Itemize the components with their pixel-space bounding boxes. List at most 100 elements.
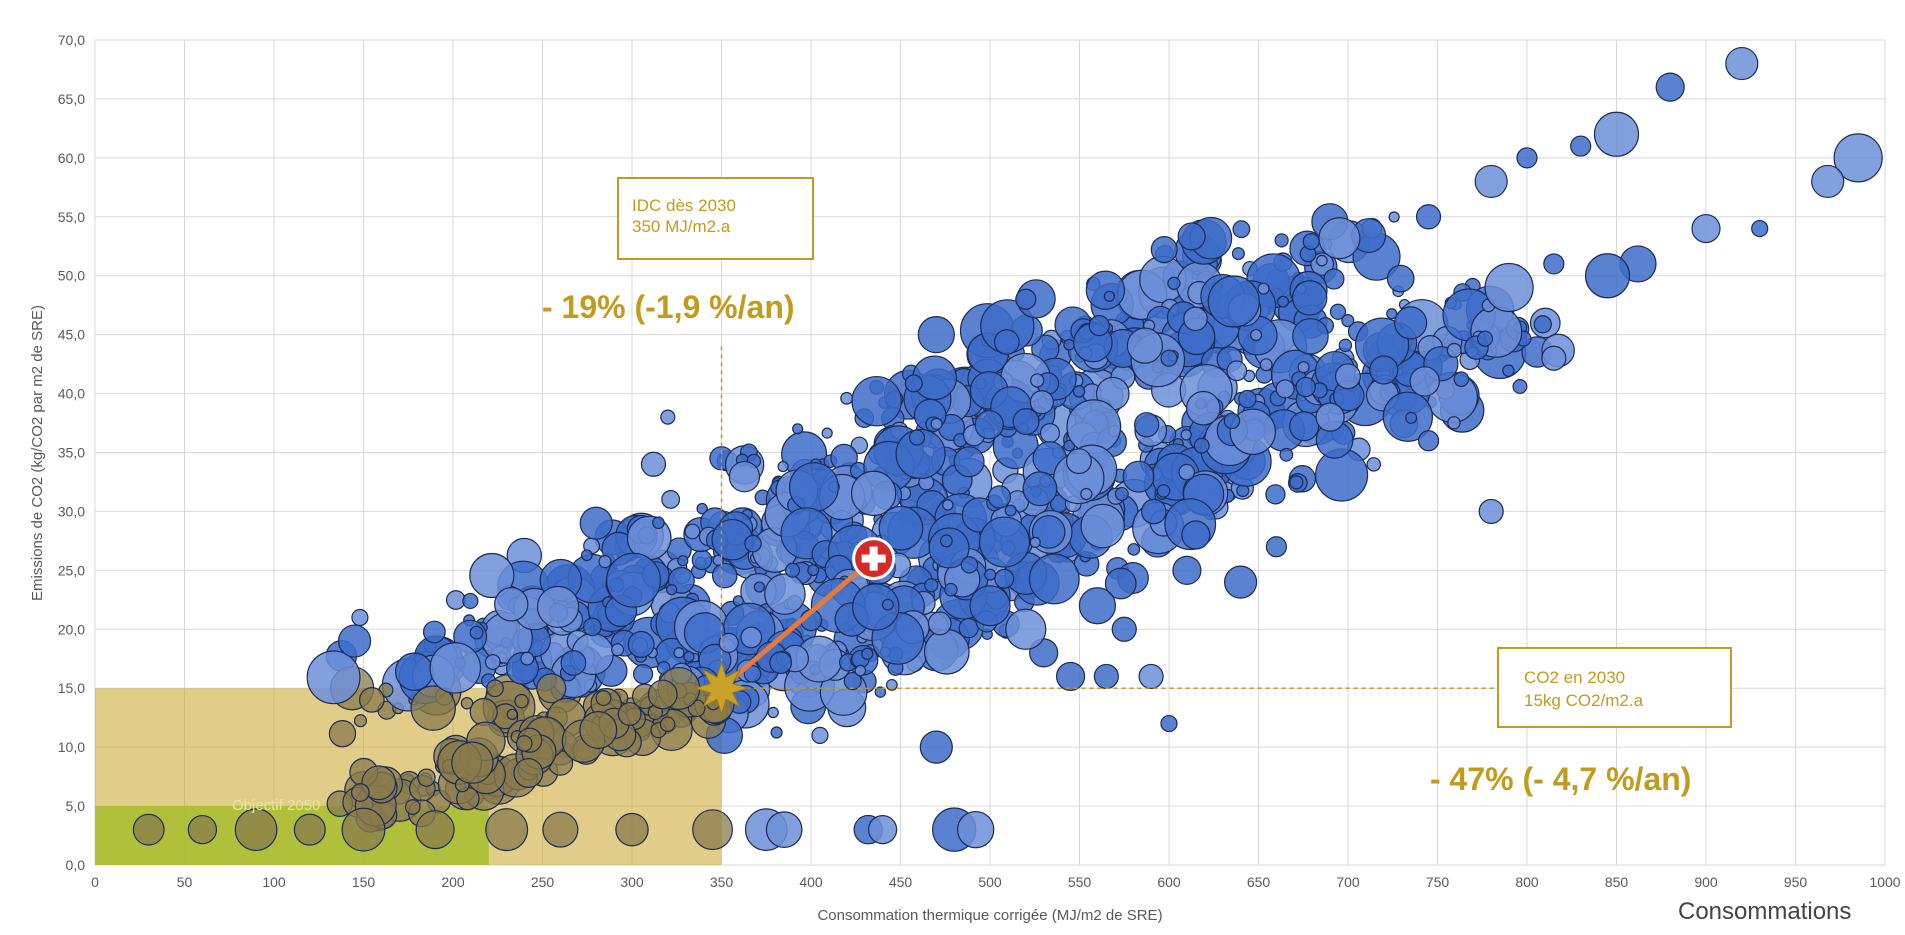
bubble-point: [1177, 222, 1206, 251]
bubble-point: [1541, 345, 1567, 371]
bubble-point: [840, 391, 853, 405]
bubble-point: [908, 429, 926, 446]
bubble-point: [1114, 486, 1129, 502]
bubble-point: [422, 620, 446, 644]
bubble-point: [1229, 408, 1276, 456]
bubble-point: [792, 423, 804, 435]
bubble-point: [1029, 390, 1054, 415]
bubble-point: [611, 643, 625, 657]
idc-box-line2: 350 MJ/m2.a: [632, 217, 731, 236]
bubble-point: [1405, 411, 1418, 424]
bubble-point: [1065, 448, 1092, 475]
y-tick-label: 0,0: [66, 857, 86, 873]
y-tick-label: 35,0: [58, 445, 85, 461]
bubble-point: [1369, 355, 1399, 385]
bubble-point: [1223, 412, 1241, 430]
y-tick-label: 60,0: [58, 150, 85, 166]
bubble-point: [1126, 327, 1164, 364]
bubble-point: [764, 573, 806, 615]
bubble-point: [1417, 430, 1440, 452]
bubble-point: [939, 534, 953, 548]
bubble-point: [851, 375, 902, 427]
bubble-point: [765, 811, 803, 849]
bubble-point: [598, 555, 612, 569]
x-tick-label: 0: [91, 874, 99, 890]
bubble-point: [1316, 254, 1328, 267]
bubble-point: [661, 490, 681, 509]
bubble-point: [515, 735, 533, 752]
bubble-point: [1334, 363, 1361, 390]
bubble-point: [924, 578, 939, 593]
bubble-point: [1133, 412, 1160, 438]
bubble-point: [770, 726, 783, 739]
bubble-point: [1104, 567, 1137, 600]
bubble-point: [415, 810, 455, 850]
bubble-point: [1039, 423, 1061, 444]
bubble-point: [652, 516, 665, 530]
y-tick-label: 70,0: [58, 32, 85, 48]
bubble-point: [1289, 411, 1320, 442]
bubble-point: [1063, 338, 1075, 351]
y-tick-label: 10,0: [58, 739, 85, 755]
bubble-point: [1279, 447, 1294, 462]
bubble-point: [410, 685, 456, 731]
annotation-layer: [693, 346, 1498, 716]
bubble-point: [923, 628, 970, 675]
y-tick-labels: 0,0 5,0 10,0 15,0 20,0 25,0 30,0 35,0 40,0 45,0 50…: [58, 32, 85, 873]
bubble-point: [993, 329, 1020, 355]
bubble-point: [606, 552, 662, 608]
bubble-point: [942, 499, 954, 511]
bubble-point: [712, 554, 724, 566]
x-tick-label: 150: [352, 874, 376, 890]
bubble-point: [1088, 315, 1110, 337]
bubble-point: [904, 374, 923, 393]
bubble-point: [1156, 484, 1171, 498]
bubble-point: [632, 664, 654, 685]
bubble-point: [484, 654, 501, 670]
bubble-point: [1277, 295, 1290, 308]
bubble-point: [1275, 379, 1295, 399]
bubble-point: [1386, 264, 1415, 293]
x-tick-label: 1000: [1869, 874, 1900, 890]
bubble-point: [341, 807, 386, 852]
y-tick-label: 20,0: [58, 621, 85, 637]
bubble-point: [1291, 280, 1328, 316]
bubble-point: [861, 647, 874, 660]
bubble-point: [1167, 276, 1181, 290]
bubble-point: [1226, 360, 1248, 382]
bubble-point: [1181, 520, 1211, 550]
bubble-point: [1318, 217, 1361, 260]
bubble-point: [580, 549, 593, 562]
co2-reduction-label: - 47% (- 4,7 %/an): [1430, 761, 1691, 797]
bubble-point: [683, 650, 695, 663]
x-tick-label: 450: [889, 874, 913, 890]
bubble-point: [1232, 220, 1251, 239]
bubble-point: [469, 697, 498, 727]
x-tick-label: 750: [1426, 874, 1450, 890]
y-tick-label: 15,0: [58, 680, 85, 696]
bubble-point: [953, 446, 985, 478]
bubble-point: [404, 799, 421, 815]
bubble-point: [969, 585, 1011, 627]
bubble-point: [1295, 376, 1316, 398]
bubble-point: [1180, 429, 1192, 441]
bubble-point: [1329, 303, 1347, 320]
bubble-point: [850, 470, 897, 517]
bubble-point: [1055, 661, 1086, 692]
y-axis-title: Emissions de CO2 (kg/CO2 par m2 de SRE): [29, 305, 46, 601]
bubble-point: [784, 562, 801, 578]
bubble-point: [885, 678, 898, 691]
y-tick-label: 45,0: [58, 327, 85, 343]
bubble-point: [1030, 373, 1045, 388]
bubble-point: [514, 693, 529, 709]
bubble-point: [728, 460, 761, 493]
bubble-point: [627, 630, 655, 658]
bubble-point: [351, 608, 369, 627]
idc-box-frame: [617, 177, 814, 260]
bubble-point: [1185, 390, 1221, 426]
objective-2050-label: Objectif 2050: [232, 797, 320, 814]
bubble-point: [1178, 463, 1195, 481]
bubble-point: [1103, 290, 1115, 302]
bubble-point: [1072, 385, 1086, 398]
